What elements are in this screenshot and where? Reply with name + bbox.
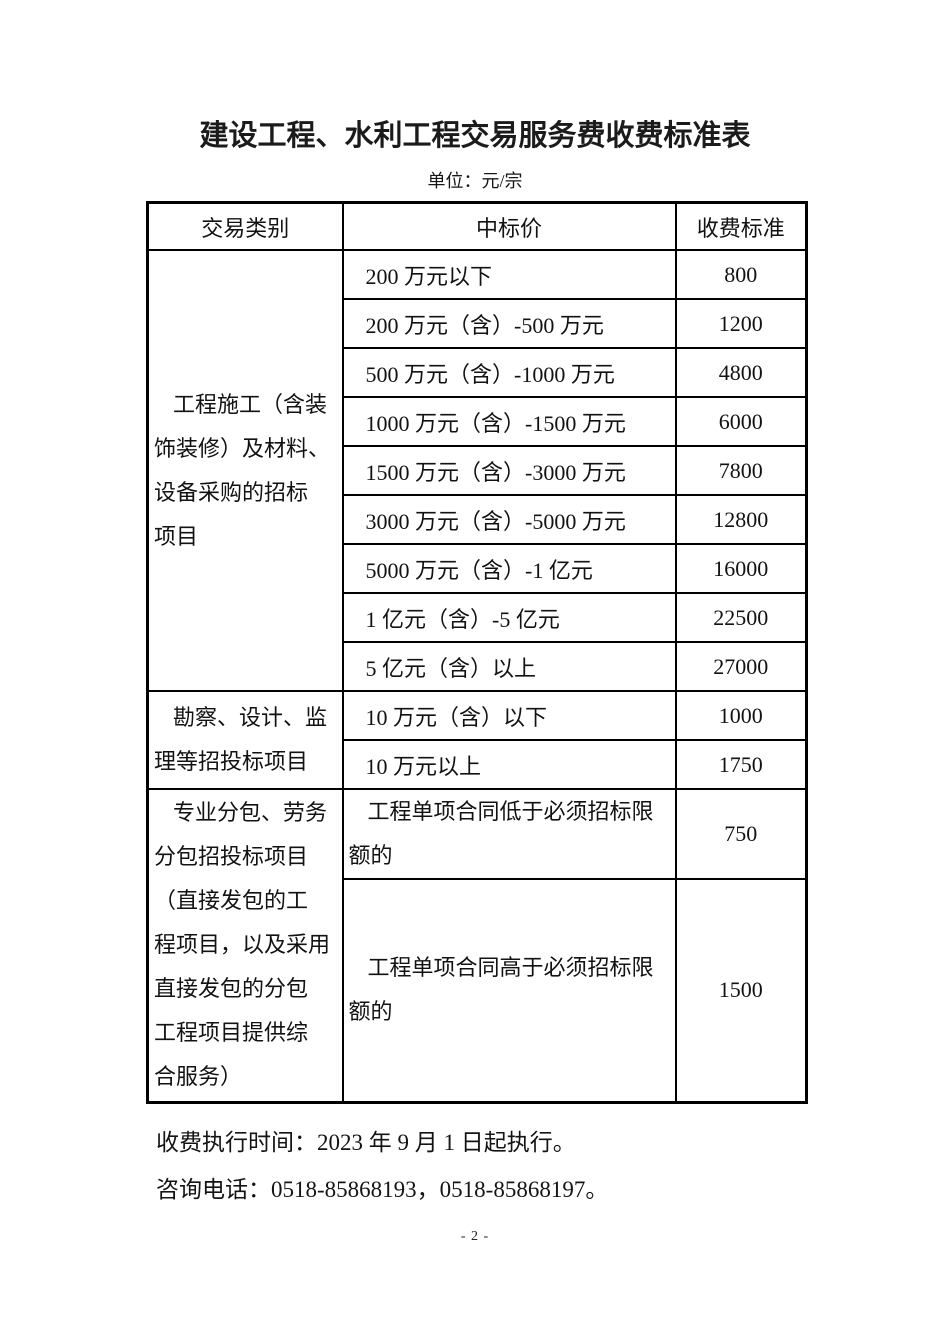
fee-cell: 22500 (674, 592, 808, 643)
table-row: 专业分包、劳务 分包招投标项目 （直接发包的工 程项目，以及采用 直接发包的分包… (146, 788, 808, 1103)
header-fee: 收费标准 (674, 201, 808, 251)
page-number: - 2 - (460, 1228, 490, 1244)
table-row: 5 亿元（含）以上 27000 (148, 641, 808, 692)
bid-price-cell: 10 万元以上 (341, 739, 677, 790)
fee-cell: 1750 (674, 739, 808, 790)
header-bid-price: 中标价 (341, 201, 677, 251)
fee-cell: 12800 (674, 494, 808, 545)
page-title: 建设工程、水利工程交易服务费收费标准表 (199, 120, 751, 152)
fee-cell: 1500 (674, 878, 808, 1103)
table-row: 1500 万元（含）-3000 万元 7800 (148, 445, 808, 496)
table-row: 3000 万元（含）-5000 万元 12800 (148, 494, 808, 545)
bid-price-cell: 5 亿元（含）以上 (341, 641, 677, 692)
bid-price-cell: 200 万元（含）-500 万元 (341, 298, 677, 349)
fee-cell: 1200 (674, 298, 808, 349)
table-row: 1000 万元（含）-1500 万元 6000 (148, 396, 808, 447)
table-row: 5000 万元（含）-1 亿元 16000 (148, 543, 808, 594)
fee-cell: 750 (674, 788, 808, 880)
fee-cell: 27000 (674, 641, 808, 692)
bid-price-cell: 5000 万元（含）-1 亿元 (341, 543, 677, 594)
fee-cell: 16000 (674, 543, 808, 594)
table-row: 200 万元（含）-500 万元 1200 (148, 298, 808, 349)
fee-cell: 4800 (674, 347, 808, 398)
bid-price-cell: 1000 万元（含）-1500 万元 (341, 396, 677, 447)
table-row: 工程单项合同高于必须招标限 额的 1500 (148, 878, 808, 1103)
header-category: 交易类别 (146, 201, 344, 251)
fee-cell: 7800 (674, 445, 808, 496)
fee-cell: 1000 (674, 690, 808, 741)
footer-notes: 收费执行时间：2023 年 9 月 1 日起执行。 咨询电话：0518-8586… (156, 1119, 950, 1213)
table-row: 1 亿元（含）-5 亿元 22500 (148, 592, 808, 643)
phone-note: 咨询电话：0518-85868193，0518-85868197。 (156, 1176, 609, 1202)
table-row: 500 万元（含）-1000 万元 4800 (148, 347, 808, 398)
bid-price-cell: 200 万元以下 (341, 249, 677, 300)
bid-price-cell: 3000 万元（含）-5000 万元 (341, 494, 677, 545)
table-row: 10 万元以上 1750 (148, 739, 808, 790)
table-row: 勘察、设计、监 理等招投标项目 10 万元（含）以下 1000 (146, 690, 808, 790)
fee-standard-table: 交易类别 中标价 收费标准 工程施工（含装 饰装修）及材料、 设备采购的招标 项… (146, 201, 808, 1104)
unit-label: 单位：元/宗 (427, 171, 523, 191)
table-header-row: 交易类别 中标价 收费标准 (146, 201, 808, 251)
execution-time-note: 收费执行时间：2023 年 9 月 1 日起执行。 (156, 1129, 576, 1155)
category-cell-survey-design: 勘察、设计、监 理等招投标项目 (146, 690, 344, 790)
fee-cell: 800 (674, 249, 808, 300)
bid-price-cell: 10 万元（含）以下 (341, 690, 677, 741)
bid-price-cell: 1 亿元（含）-5 亿元 (341, 592, 677, 643)
bid-price-cell: 工程单项合同高于必须招标限 额的 (341, 878, 677, 1103)
category-cell-subcontract: 专业分包、劳务 分包招投标项目 （直接发包的工 程项目，以及采用 直接发包的分包… (146, 788, 344, 1103)
bid-price-cell: 500 万元（含）-1000 万元 (341, 347, 677, 398)
bid-price-cell: 1500 万元（含）-3000 万元 (341, 445, 677, 496)
category-cell-construction: 工程施工（含装 饰装修）及材料、 设备采购的招标 项目 (146, 249, 344, 692)
table-row: 工程施工（含装 饰装修）及材料、 设备采购的招标 项目 200 万元以下 800 (146, 249, 808, 692)
bid-price-cell: 工程单项合同低于必须招标限 额的 (341, 788, 677, 880)
fee-cell: 6000 (674, 396, 808, 447)
